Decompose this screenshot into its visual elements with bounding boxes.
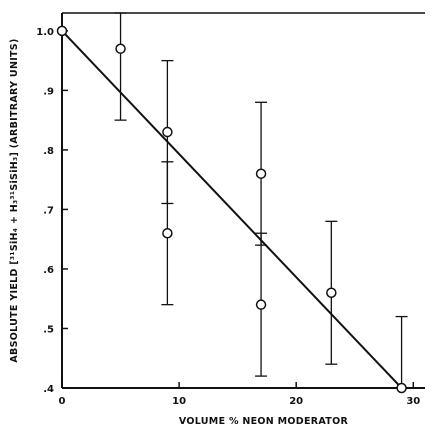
x-tick-label: 0	[59, 396, 66, 407]
y-tick-label: .8	[43, 146, 54, 157]
data-points	[56, 12, 408, 394]
data-point	[115, 43, 126, 54]
y-tick-label: 1.0	[36, 27, 54, 38]
data-point	[255, 168, 267, 179]
data-point	[56, 25, 68, 37]
fit-line	[61, 30, 403, 389]
data-point	[255, 299, 267, 310]
data-point	[326, 287, 337, 299]
y-axis-label: ABSOLUTE YIELD [³¹SiH₄ + H₃³¹SiSiH₃] (AR…	[9, 38, 20, 362]
y-tick-label: .4	[43, 384, 54, 395]
plot-frame	[61, 12, 425, 389]
x-tick-label: 10	[172, 396, 186, 407]
y-tick-label: .9	[43, 86, 54, 97]
x-axis-label: VOLUME % NEON MODERATOR	[179, 416, 349, 427]
axis-ticks: .4 .5 .6 .7 .8 .9 1.0 0 10 20 30	[36, 27, 420, 407]
data-point	[162, 126, 173, 138]
y-tick-label: .6	[43, 265, 54, 276]
y-tick-label: .7	[43, 205, 54, 216]
y-tick-label: .5	[43, 324, 54, 335]
x-tick-label: 20	[289, 396, 303, 407]
fit-line-group	[61, 30, 403, 389]
data-point	[396, 382, 407, 394]
x-tick-label: 30	[406, 396, 420, 407]
data-point	[162, 227, 173, 239]
